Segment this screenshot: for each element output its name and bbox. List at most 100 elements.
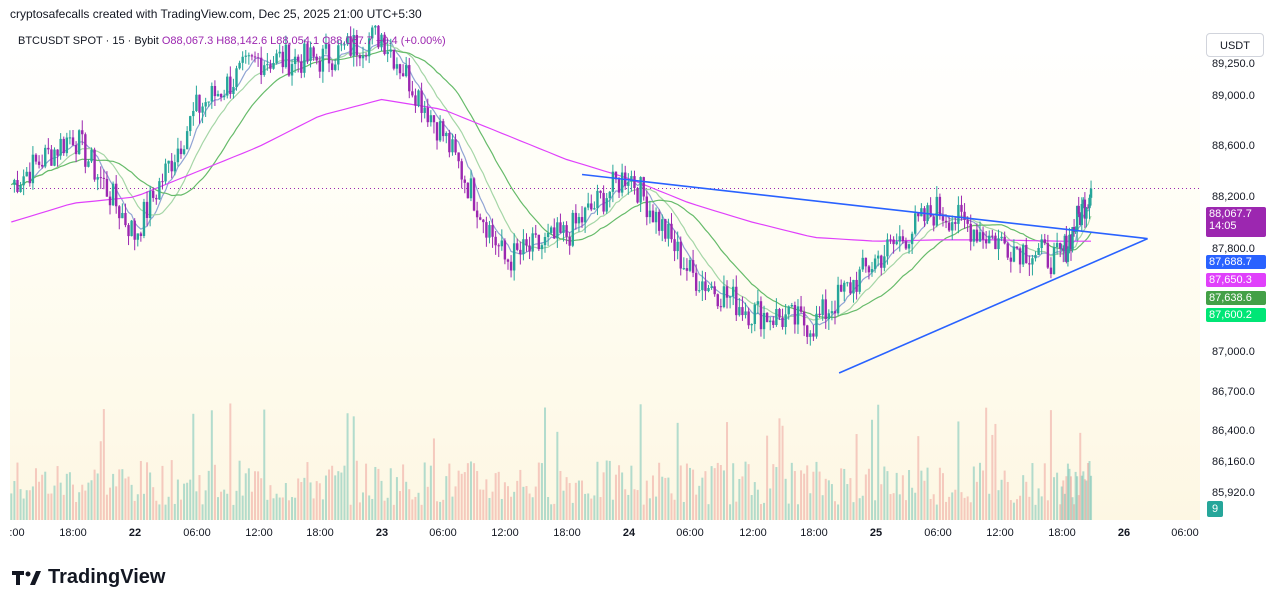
volume-bar xyxy=(599,497,602,520)
candle-body xyxy=(28,171,32,184)
candle-body xyxy=(904,241,908,249)
candle-body xyxy=(833,311,837,314)
candle-body xyxy=(99,177,102,179)
volume-bar xyxy=(469,461,472,520)
candle-body xyxy=(957,204,960,224)
price-tick: 87,800.0 xyxy=(1212,243,1255,255)
volume-bar xyxy=(988,493,991,520)
footer-logo[interactable]: TradingView xyxy=(12,566,165,589)
candle-body xyxy=(374,25,377,28)
volume-bar xyxy=(414,496,417,520)
candle-body xyxy=(1089,188,1093,198)
volume-bar xyxy=(368,495,371,520)
candle-body xyxy=(941,216,945,221)
candle-body xyxy=(707,287,710,292)
candle-body xyxy=(204,102,207,107)
volume-bar xyxy=(216,497,219,520)
volume-bar xyxy=(491,491,494,520)
candle-body xyxy=(772,320,775,326)
volume-bar xyxy=(1065,476,1068,520)
volume-bar xyxy=(358,502,361,520)
candle-body xyxy=(423,107,426,113)
volume-bar xyxy=(793,471,796,520)
candle-body xyxy=(300,61,303,73)
volume-bar xyxy=(383,500,386,520)
candle-body xyxy=(704,281,707,292)
candle-body xyxy=(44,147,47,167)
volume-bar xyxy=(260,478,263,520)
price-chart[interactable] xyxy=(10,25,1200,520)
time-label: 18:00 xyxy=(1048,527,1076,539)
volume-bar xyxy=(281,497,284,520)
time-axis[interactable]: :00 18:00 22 06:00 12:00 18:00 23 06:00 … xyxy=(0,520,1200,548)
volume-bar xyxy=(479,489,482,520)
volume-bar xyxy=(198,475,201,520)
volume-bar xyxy=(263,409,266,520)
candle-body xyxy=(145,201,149,218)
volume-bar xyxy=(522,486,525,520)
volume-bar xyxy=(87,482,90,520)
candle-body xyxy=(590,203,593,210)
volume-bar xyxy=(537,462,540,520)
volume-bar xyxy=(183,483,186,520)
volume-bar xyxy=(978,462,981,520)
volume-bar xyxy=(1031,463,1034,520)
candle-body xyxy=(417,90,420,106)
ma-green-line xyxy=(10,49,1092,319)
candle-body xyxy=(944,220,948,223)
volume-bar xyxy=(951,492,954,520)
candle-body xyxy=(102,177,106,179)
candle-body xyxy=(596,190,599,209)
volume-bar xyxy=(658,462,661,520)
volume-bar xyxy=(25,490,28,520)
candle-body xyxy=(741,307,744,316)
volume-bar xyxy=(500,498,503,520)
candle-body xyxy=(380,34,383,48)
volume-bar xyxy=(488,497,491,520)
candle-body xyxy=(580,217,584,223)
symbol-label[interactable]: BTCUSDT SPOT · 15 · Bybit xyxy=(18,35,159,47)
candle-body xyxy=(620,172,624,193)
volume-bar xyxy=(917,436,920,520)
volume-bar xyxy=(812,471,815,520)
volume-bar xyxy=(1074,471,1077,520)
candle-body xyxy=(935,196,938,226)
volume-bar xyxy=(883,466,886,520)
candle-body xyxy=(377,25,380,48)
candle-body xyxy=(984,239,988,244)
volume-bar xyxy=(568,483,571,520)
volume-bar xyxy=(849,478,852,520)
candle-body xyxy=(571,212,574,246)
candle-body xyxy=(411,91,414,96)
volume-bar xyxy=(766,435,769,520)
candle-body xyxy=(577,217,581,224)
volume-bar xyxy=(994,423,997,520)
volume-bar xyxy=(729,504,732,520)
volume-bar xyxy=(682,501,685,520)
volume-bar xyxy=(1009,500,1012,520)
volume-bar xyxy=(540,463,543,520)
volume-bar xyxy=(170,460,173,520)
chart-header: cryptosafecalls created with TradingView… xyxy=(10,7,422,21)
volume-bar xyxy=(266,499,269,520)
currency-button[interactable]: USDT xyxy=(1206,33,1264,57)
volume-bar xyxy=(892,493,895,520)
candle-body xyxy=(892,239,895,245)
volume-bar xyxy=(420,504,423,520)
volume-bar xyxy=(618,465,621,520)
ma-green-tag: 87,638.6 xyxy=(1206,291,1266,305)
candle-body xyxy=(65,137,69,154)
volume-bar xyxy=(1083,479,1086,520)
volume-bar xyxy=(864,474,867,520)
chart-area[interactable]: BTCUSDT SPOT · 15 · Bybit O88,067.3 H88,… xyxy=(10,25,1200,520)
volume-bar xyxy=(207,470,210,520)
volume-bar xyxy=(519,469,522,520)
candle-body xyxy=(759,301,763,330)
time-label-day: 26 xyxy=(1117,527,1131,539)
volume-bar xyxy=(436,501,439,520)
candle-body xyxy=(111,183,115,206)
candle-body xyxy=(738,307,741,316)
price-axis[interactable]: USDT 89,250.0 89,000.0 88,600.0 88,200.0… xyxy=(1200,25,1280,520)
candle-body xyxy=(728,296,732,298)
candle-body xyxy=(639,177,642,203)
